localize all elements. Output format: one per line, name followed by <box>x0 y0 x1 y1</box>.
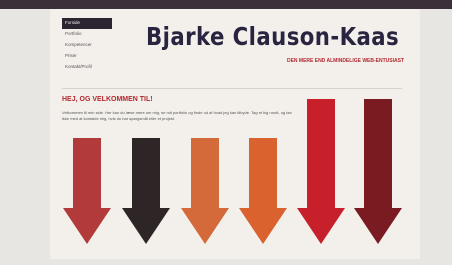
arrows <box>0 0 452 265</box>
arrow <box>239 138 287 244</box>
arrow <box>122 138 170 244</box>
page: Forside Portfolio Kompetencer Priser Kon… <box>0 0 452 265</box>
arrow <box>63 138 111 244</box>
arrow <box>181 138 229 244</box>
arrow <box>354 99 402 244</box>
arrow <box>297 99 345 244</box>
